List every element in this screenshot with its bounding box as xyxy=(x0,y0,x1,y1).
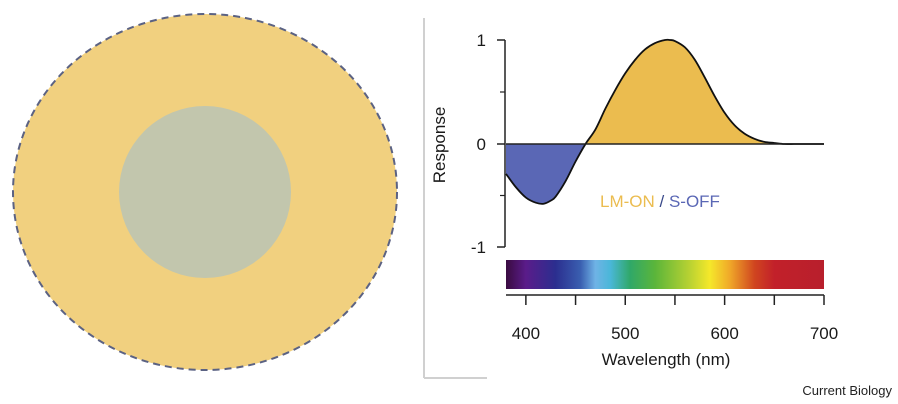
legend-separator: / xyxy=(655,192,669,211)
source-label: Current Biology xyxy=(802,383,892,398)
chart: 1 0 -1 Response 400 500 600 700 Wavelength (n… xyxy=(430,31,838,369)
legend-lm-on: LM-ON xyxy=(600,192,655,211)
y-tick-label: 1 xyxy=(477,31,486,50)
y-axis-title: Response xyxy=(430,107,449,184)
receptive-field-diagram xyxy=(12,13,398,371)
legend-s-off: S-OFF xyxy=(669,192,720,211)
x-tick-label: 400 xyxy=(512,324,540,343)
y-tick-label: 0 xyxy=(477,135,486,154)
series-area-s-off xyxy=(506,144,586,204)
x-tick-label: 500 xyxy=(611,324,639,343)
legend-annotation: LM-ON / S-OFF xyxy=(600,192,720,211)
x-ticks: 400 500 600 700 xyxy=(512,295,838,343)
x-tick-label: 700 xyxy=(810,324,838,343)
y-ticks: 1 0 -1 xyxy=(471,31,505,257)
center-circle xyxy=(119,106,291,278)
spectrum-bar xyxy=(506,260,824,289)
x-tick-label: 600 xyxy=(710,324,738,343)
x-axis-title: Wavelength (nm) xyxy=(602,350,731,369)
response-curve xyxy=(505,38,824,205)
series-group xyxy=(506,39,824,204)
y-tick-label: -1 xyxy=(471,238,486,257)
series-area-lm-on xyxy=(585,39,824,145)
